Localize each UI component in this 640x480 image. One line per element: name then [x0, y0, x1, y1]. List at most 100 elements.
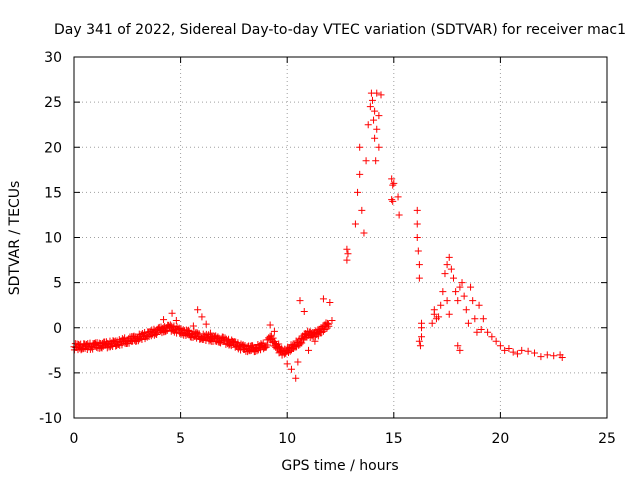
chart-title: Day 341 of 2022, Sidereal Day-to-day VTE…	[54, 22, 626, 38]
data-point	[513, 350, 521, 358]
data-point	[413, 206, 421, 214]
data-point	[362, 157, 370, 165]
y-tick-label: 25	[44, 95, 62, 111]
data-point	[206, 329, 214, 337]
data-point	[351, 220, 359, 228]
data-point	[257, 346, 265, 354]
data-point	[467, 283, 475, 291]
data-point	[462, 306, 470, 314]
data-point	[360, 229, 368, 237]
data-point	[388, 175, 396, 183]
data-point	[269, 334, 277, 342]
data-point	[531, 349, 539, 357]
data-point	[413, 220, 421, 228]
data-point	[439, 288, 447, 296]
data-point	[344, 250, 352, 258]
data-point	[319, 295, 327, 303]
y-tick-label: -10	[39, 411, 62, 427]
data-point	[428, 319, 436, 327]
data-point	[373, 125, 381, 133]
data-point	[266, 321, 274, 329]
data-point	[264, 341, 272, 349]
data-point	[372, 157, 380, 165]
data-point	[234, 339, 242, 347]
data-point	[300, 308, 308, 316]
data-point	[358, 206, 366, 214]
data-point	[343, 245, 351, 253]
data-point	[415, 274, 423, 282]
data-point	[294, 358, 302, 366]
x-tick-label: 0	[70, 431, 79, 447]
data-point	[394, 193, 402, 201]
data-point	[413, 234, 421, 241]
data-point	[325, 322, 333, 330]
data-point	[311, 337, 319, 345]
x-tick-label: 5	[176, 431, 185, 447]
data-point	[479, 315, 487, 323]
data-point	[373, 89, 381, 97]
data-point	[473, 328, 481, 336]
data-point	[118, 341, 126, 349]
data-point	[447, 265, 455, 273]
data-point	[469, 297, 477, 305]
data-point	[375, 112, 383, 120]
data-point	[211, 333, 219, 341]
data-point	[437, 301, 445, 309]
data-point	[298, 339, 306, 347]
data-point	[368, 96, 376, 104]
data-point	[375, 143, 383, 151]
data-point	[371, 107, 379, 115]
data-point	[492, 337, 500, 345]
data-point	[364, 121, 372, 129]
y-tick-label: 15	[44, 185, 62, 201]
x-tick-label: 25	[598, 431, 616, 447]
y-tick-label: -5	[48, 366, 62, 382]
data-point	[488, 333, 496, 341]
data-point	[558, 354, 566, 362]
data-point	[415, 261, 423, 269]
data-point	[354, 188, 362, 196]
axis-ticks: 0 5 10 15 20 25 -10 -5 0 5 10 15 20 25 30	[39, 50, 616, 447]
data-point	[323, 319, 331, 327]
data-point	[550, 352, 558, 360]
data-point	[537, 353, 545, 361]
data-point	[524, 347, 532, 355]
data-point	[418, 324, 426, 332]
data-point	[414, 247, 422, 255]
data-point	[225, 335, 233, 343]
data-point	[543, 351, 551, 359]
data-point	[287, 365, 295, 373]
data-point	[319, 327, 327, 335]
data-point	[505, 345, 513, 353]
data-point	[296, 297, 304, 305]
data-point	[443, 261, 451, 269]
data-point	[441, 270, 449, 278]
data-point	[270, 327, 278, 335]
x-axis-label: GPS time / hours	[281, 458, 398, 474]
data-point	[458, 279, 466, 287]
data-point	[477, 326, 485, 334]
data-point	[471, 315, 479, 323]
y-tick-label: 20	[44, 140, 62, 156]
plot-frame	[73, 56, 608, 419]
data-point	[326, 298, 334, 306]
data-point	[356, 170, 364, 178]
data-point	[138, 335, 146, 343]
data-point	[366, 103, 374, 111]
data-point	[449, 274, 457, 282]
data-point	[445, 253, 453, 261]
data-point	[435, 313, 443, 321]
data-point	[283, 360, 291, 368]
data-point	[456, 346, 464, 354]
y-tick-label: 10	[44, 231, 62, 247]
data-point	[390, 179, 398, 187]
data-point	[475, 301, 483, 309]
data-point	[305, 346, 313, 354]
data-point	[509, 348, 517, 356]
data-point	[160, 316, 168, 324]
y-axis-label: SDTVAR / TECUs	[7, 181, 23, 296]
data-point	[328, 317, 336, 325]
data-point	[343, 256, 351, 264]
data-point	[172, 317, 180, 325]
